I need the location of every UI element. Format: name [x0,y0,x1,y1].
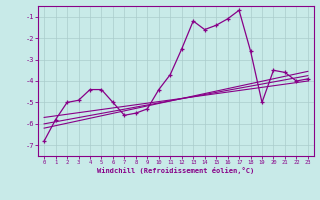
X-axis label: Windchill (Refroidissement éolien,°C): Windchill (Refroidissement éolien,°C) [97,167,255,174]
